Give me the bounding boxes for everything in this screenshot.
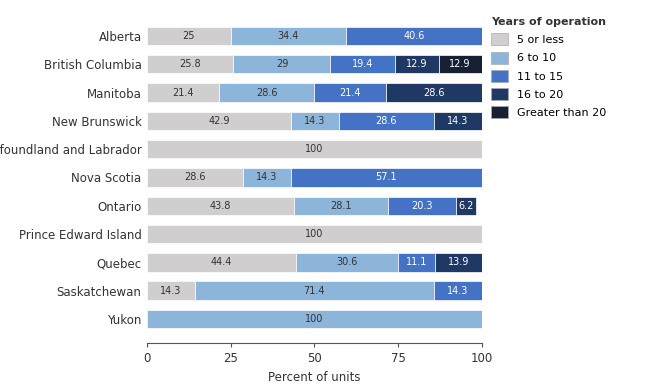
Bar <box>436 253 482 271</box>
Text: 6.2: 6.2 <box>458 201 474 211</box>
Text: 42.9: 42.9 <box>208 116 229 126</box>
Bar <box>296 253 398 271</box>
Bar <box>243 168 291 187</box>
Bar <box>339 112 434 130</box>
X-axis label: Percent of units: Percent of units <box>268 371 361 384</box>
Bar <box>147 83 219 102</box>
Bar <box>147 27 231 45</box>
Bar <box>294 197 388 215</box>
Bar <box>147 253 296 271</box>
Bar <box>233 55 330 73</box>
Bar <box>219 83 314 102</box>
Text: 40.6: 40.6 <box>403 31 424 41</box>
Bar <box>291 112 339 130</box>
Bar <box>395 55 439 73</box>
Text: 14.3: 14.3 <box>304 116 325 126</box>
Text: 28.6: 28.6 <box>184 172 206 183</box>
Text: 44.4: 44.4 <box>211 257 232 267</box>
Bar <box>147 282 195 300</box>
Bar <box>434 112 482 130</box>
Bar <box>147 310 482 328</box>
Text: 100: 100 <box>305 144 324 154</box>
Bar <box>147 140 482 158</box>
Text: 12.9: 12.9 <box>406 59 427 69</box>
Bar <box>346 27 482 45</box>
Legend: 5 or less, 6 to 10, 11 to 15, 16 to 20, Greater than 20: 5 or less, 6 to 10, 11 to 15, 16 to 20, … <box>490 17 607 119</box>
Bar <box>147 112 291 130</box>
Text: 28.6: 28.6 <box>256 88 278 98</box>
Text: 28.6: 28.6 <box>423 88 445 98</box>
Bar <box>439 55 482 73</box>
Text: 43.8: 43.8 <box>210 201 231 211</box>
Text: 25: 25 <box>183 31 195 41</box>
Bar <box>386 83 482 102</box>
Text: 100: 100 <box>305 229 324 239</box>
Text: 21.4: 21.4 <box>172 88 194 98</box>
Text: 14.3: 14.3 <box>256 172 278 183</box>
Text: 14.3: 14.3 <box>161 285 182 296</box>
Text: 34.4: 34.4 <box>278 31 299 41</box>
Bar <box>195 282 434 300</box>
Text: 30.6: 30.6 <box>337 257 357 267</box>
Bar <box>147 168 243 187</box>
Text: 25.8: 25.8 <box>179 59 201 69</box>
Text: 71.4: 71.4 <box>304 285 325 296</box>
Text: 13.9: 13.9 <box>448 257 469 267</box>
Text: 20.3: 20.3 <box>411 201 432 211</box>
Bar <box>314 83 386 102</box>
Bar <box>388 197 456 215</box>
Text: 11.1: 11.1 <box>406 257 427 267</box>
Text: 29: 29 <box>276 59 288 69</box>
Bar <box>434 282 482 300</box>
Bar <box>231 27 346 45</box>
Bar <box>330 55 395 73</box>
Text: 28.6: 28.6 <box>375 116 397 126</box>
Bar <box>398 253 436 271</box>
Bar <box>147 197 294 215</box>
Text: 57.1: 57.1 <box>375 172 397 183</box>
Text: 14.3: 14.3 <box>447 285 468 296</box>
Text: 100: 100 <box>305 314 324 324</box>
Text: 19.4: 19.4 <box>353 59 373 69</box>
Bar <box>147 55 233 73</box>
Bar <box>291 168 482 187</box>
Text: 14.3: 14.3 <box>448 116 469 126</box>
Text: 28.1: 28.1 <box>330 201 351 211</box>
Bar <box>456 197 476 215</box>
Text: 12.9: 12.9 <box>450 59 471 69</box>
Bar <box>147 225 482 243</box>
Text: 21.4: 21.4 <box>339 88 361 98</box>
